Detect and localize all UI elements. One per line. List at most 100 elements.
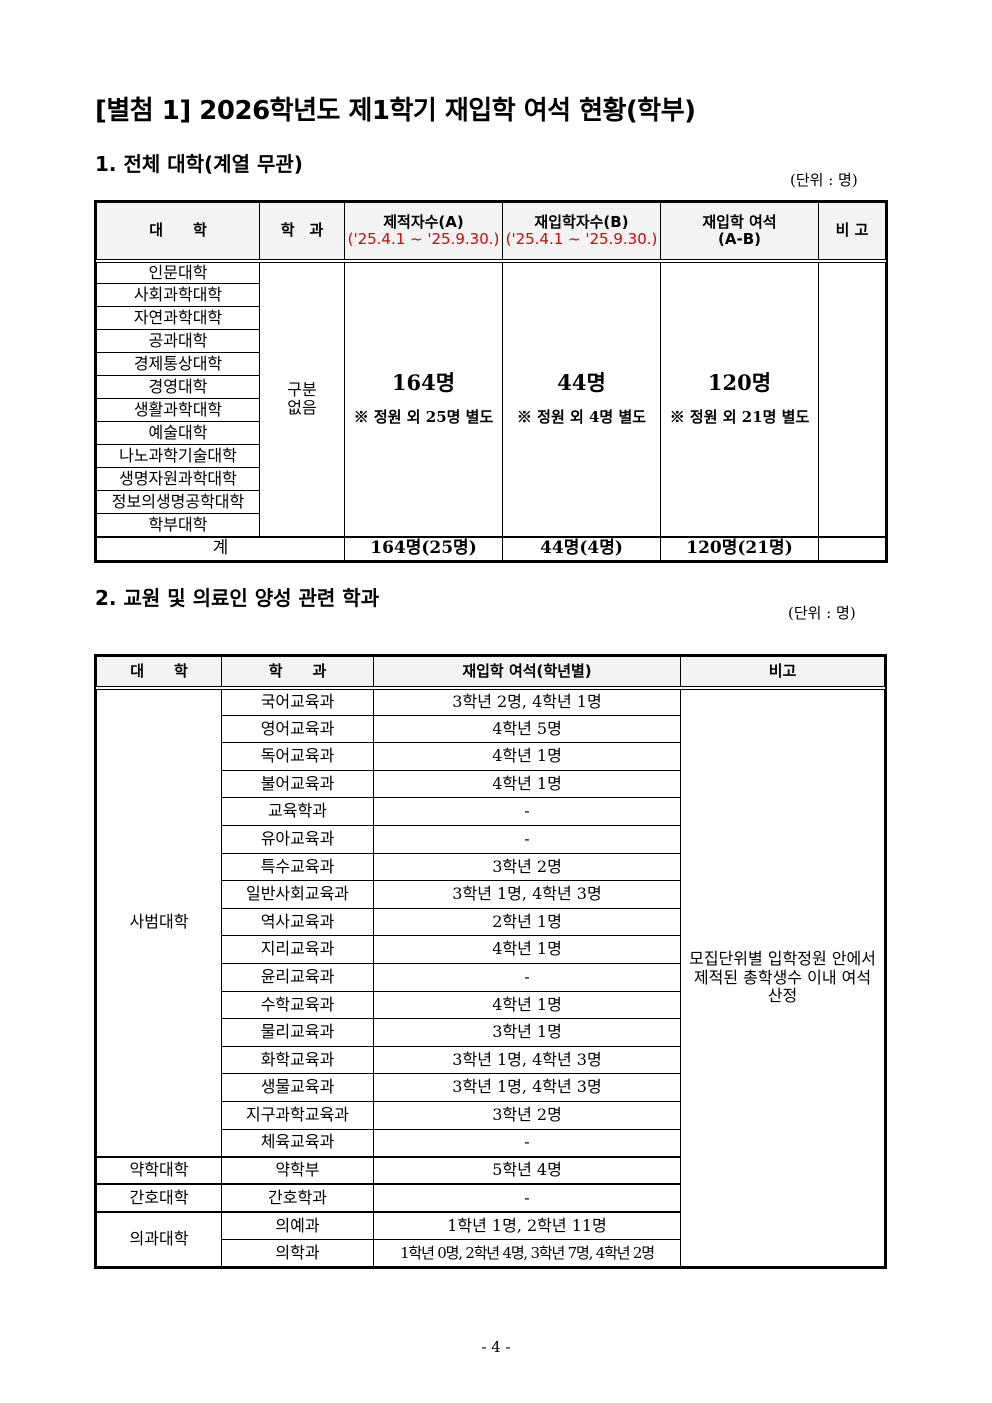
remarks-cell (818, 260, 886, 537)
vacancy-cell: 1학년 1명, 2학년 11명 (373, 1210, 681, 1240)
college-cell: 정보의생명공학대학 (96, 490, 260, 514)
header-college: 대 학 (96, 656, 222, 690)
dept-cell: 간호학과 (221, 1183, 374, 1213)
header-enrolled-period: ('25.4.1 ~ '25.9.30.) (347, 229, 500, 248)
dept-cell: 의예과 (221, 1210, 374, 1240)
table-row: 화학교육과 3학년 1명, 4학년 3명 (97, 1045, 885, 1075)
remarks-cell: 모집단위별 입학정원 안에서 제적된 총학생수 이내 여석 산정 (680, 686, 885, 1268)
college-cell: 간호대학 (96, 1183, 222, 1213)
vacancy-cell: - (373, 824, 681, 854)
document-title: [별첨 1] 2026학년도 제1학기 재입학 여석 현황(학부) (95, 96, 696, 126)
table-header-row: 대 학 학 과 재입학 여석(학년별) 비고 (96, 656, 885, 690)
section2-unit: (단위 : 명) (788, 604, 856, 622)
table-row: 역사교육과 2학년 1명 (97, 907, 885, 937)
total-enrolled: 164명(25명) (344, 535, 503, 561)
header-vacancy: 재입학 여석 (A-B) (660, 202, 819, 263)
college-cell: 사회과학대학 (96, 283, 260, 307)
dept-cell: 윤리교육과 (221, 962, 374, 992)
vacancy-value: 120명 (707, 370, 772, 396)
vacancy-cell: - (373, 797, 681, 826)
section1-heading: 1. 전체 대학(계열 무관) (95, 152, 303, 176)
table-row: 생활과학대학 (96, 398, 886, 422)
vacancy-cell: 1학년 0명, 2학년 4명, 3학년 7명, 4학년 2명 (373, 1238, 681, 1268)
table-row: 영어교육과 4학년 5명 (97, 714, 885, 744)
vacancy-cell: 2학년 1명 (373, 907, 681, 937)
college-cell: 나노과학기술대학 (96, 444, 260, 468)
vacancy-cell: - (373, 962, 681, 992)
dept-cell: 유아교육과 (221, 824, 374, 854)
dept-cell: 독어교육과 (221, 742, 374, 771)
vacancy-table-teacher-medical: 대 학 학 과 재입학 여석(학년별) 비고 사범대학 국어교육과 3학년 2명, … (94, 653, 887, 1270)
total-vacancy: 120명(21명) (660, 535, 819, 561)
table-row: 특수교육과 3학년 2명 (97, 852, 885, 882)
college-cell: 생활과학대학 (96, 398, 260, 422)
table-row: 생물교육과 3학년 1명, 4학년 3명 (97, 1073, 885, 1102)
header-dept: 학 과 (259, 202, 345, 263)
dept-cell: 구분 없음 (259, 260, 345, 537)
header-readmitted-label: 재입학자수(B) (534, 212, 629, 231)
vacancy-cell: 3학년 1명, 4학년 3명 (373, 1073, 681, 1102)
table-row: 윤리교육과 - (97, 962, 885, 992)
vacancy-table-all: 대 학 학 과 제적자수(A) ('25.4.1 ~ '25.9.30.) 재입학… (94, 200, 888, 563)
vacancy-cell: 4학년 1명 (373, 742, 681, 771)
total-row: 계 164명(25명) 44명(4명) 120명(21명) (96, 535, 886, 561)
table-row: 체육교육과 - (97, 1128, 885, 1158)
table-row: 예술대학 (96, 421, 886, 445)
readmitted-value: 44명 (557, 370, 606, 396)
vacancy-cell: 3학년 1명, 4학년 3명 (373, 880, 681, 909)
header-enrolled-label: 제적자수(A) (383, 212, 464, 231)
header-readmitted: 재입학자수(B) ('25.4.1 ~ '25.9.30.) (502, 202, 661, 263)
dept-cell: 물리교육과 (221, 1018, 374, 1047)
vacancy-cell: 4학년 1명 (373, 990, 681, 1020)
vacancy-cell: 3학년 1명 (373, 1018, 681, 1047)
table-row: 의학과 1학년 0명, 2학년 4명, 3학년 7명, 4학년 2명 (97, 1238, 885, 1268)
college-cell: 경제통상대학 (96, 352, 260, 376)
dept-cell: 특수교육과 (221, 852, 374, 882)
readmitted-cell: 44명 ※ 정원 외 4명 별도 (502, 260, 661, 537)
table-row: 경제통상대학 (96, 352, 886, 376)
table-row: 약학대학 약학부 5학년 4명 (96, 1155, 885, 1185)
college-cell: 인문대학 (96, 260, 260, 284)
dept-cell: 영어교육과 (221, 714, 374, 744)
dept-cell: 지구과학교육과 (221, 1100, 374, 1130)
vacancy-cell: - (373, 1128, 681, 1158)
vacancy-cell: 120명 ※ 정원 외 21명 별도 (660, 260, 819, 537)
dept-cell: 수학교육과 (221, 990, 374, 1020)
table-row: 수학교육과 4학년 1명 (97, 990, 885, 1020)
table-row: 간호대학 간호학과 - (96, 1183, 885, 1213)
total-label: 계 (96, 535, 345, 561)
header-readmitted-period: ('25.4.1 ~ '25.9.30.) (505, 229, 658, 248)
vacancy-cell: 5학년 4명 (373, 1155, 681, 1185)
college-cell: 공과대학 (96, 329, 260, 353)
vacancy-cell: 3학년 2명 (373, 852, 681, 882)
header-vacancy-formula: (A-B) (718, 229, 761, 248)
total-readmitted: 44명(4명) (502, 535, 661, 561)
dept-cell: 불어교육과 (221, 769, 374, 799)
total-remarks (818, 535, 886, 561)
header-remarks: 비고 (680, 656, 885, 690)
table-row: 사범대학 국어교육과 3학년 2명, 4학년 1명 모집단위별 입학정원 안에서 제적… (96, 686, 885, 1268)
header-vacancy: 재입학 여석(학년별) (373, 656, 681, 690)
header-vacancy-label: 재입학 여석 (702, 212, 777, 231)
college-cell: 학부대학 (96, 513, 260, 537)
college-cell: 사범대학 (96, 686, 222, 1158)
dept-cell: 화학교육과 (221, 1045, 374, 1075)
table-row: 독어교육과 4학년 1명 (97, 742, 885, 771)
dept-cell: 생물교육과 (221, 1073, 374, 1102)
page-number: - 4 - (481, 1338, 511, 1356)
header-enrolled: 제적자수(A) ('25.4.1 ~ '25.9.30.) (344, 202, 503, 263)
college-cell: 생명자원과학대학 (96, 467, 260, 491)
table-row: 사회과학대학 (96, 283, 886, 307)
table-row: 생명자원과학대학 (96, 467, 886, 491)
vacancy-cell: - (373, 1183, 681, 1213)
vacancy-cell: 4학년 1명 (373, 935, 681, 964)
dept-cell: 약학부 (221, 1155, 374, 1185)
college-cell: 예술대학 (96, 421, 260, 445)
vacancy-cell: 3학년 2명, 4학년 1명 (373, 687, 681, 716)
dept-cell: 국어교육과 (221, 687, 374, 716)
dept-cell: 의학과 (221, 1238, 374, 1268)
readmitted-note: ※ 정원 외 4명 별도 (516, 408, 647, 427)
college-cell: 자연과학대학 (96, 306, 260, 330)
vacancy-cell: 3학년 1명, 4학년 3명 (373, 1045, 681, 1075)
